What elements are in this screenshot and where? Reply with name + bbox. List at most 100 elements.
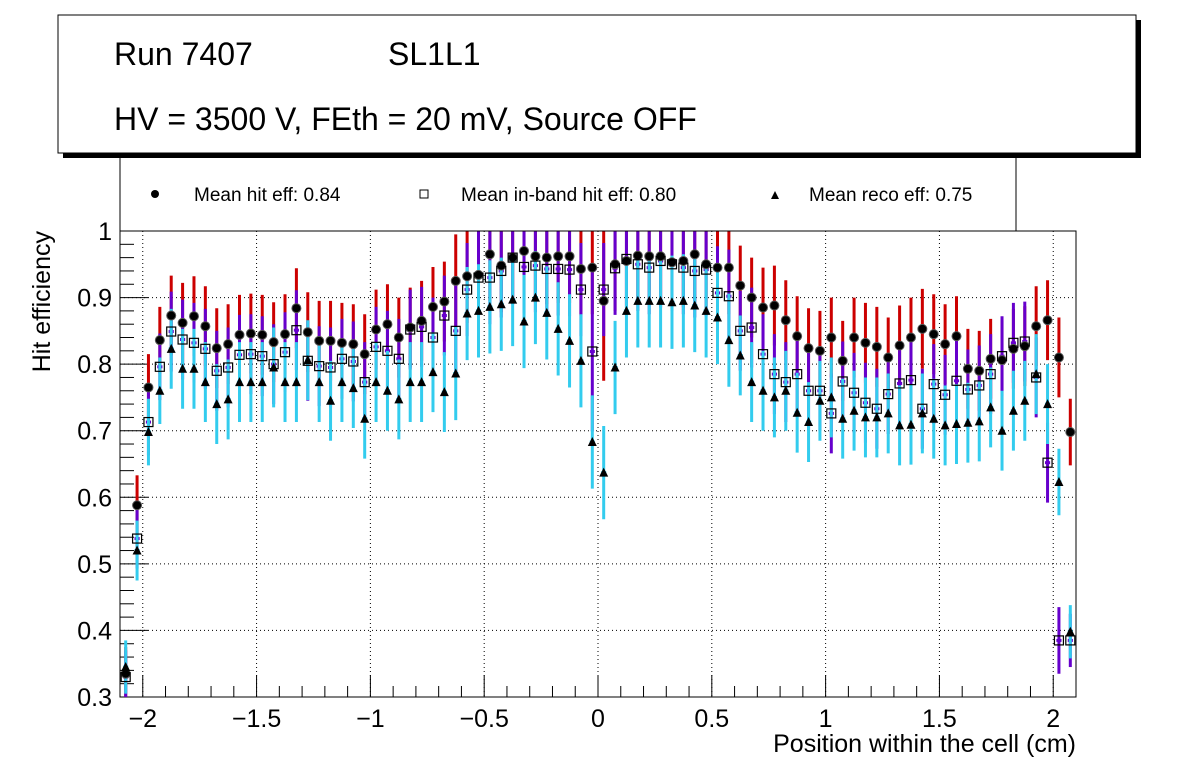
- y-tick-label: 0.8: [77, 351, 112, 379]
- hit-eff-point: [632, 250, 643, 261]
- hit-eff-point: [712, 262, 723, 273]
- inband-eff-point: [234, 349, 245, 360]
- hit-eff-point: [257, 329, 268, 340]
- reco-eff-point: [496, 299, 506, 309]
- hit-eff-point: [280, 329, 291, 340]
- reco-eff-point: [1043, 399, 1053, 409]
- inband-eff-point: [393, 353, 404, 364]
- hit-eff-point: [132, 500, 143, 511]
- inband-eff-point: [666, 259, 678, 270]
- y-tick-label: 0.4: [77, 617, 112, 645]
- y-tick-label: 1: [98, 218, 112, 246]
- reco-eff-point: [758, 385, 768, 395]
- reco-eff-point: [952, 419, 961, 429]
- hit-eff-point: [177, 317, 188, 328]
- hit-eff-point: [382, 319, 393, 330]
- reco-eff-point: [747, 377, 757, 387]
- inband-eff-point: [940, 389, 951, 400]
- reco-eff-point: [701, 305, 711, 315]
- hit-eff-point: [245, 328, 256, 339]
- inband-eff-point: [336, 353, 348, 364]
- reco-eff-point: [986, 402, 996, 412]
- inband-eff-point: [826, 408, 837, 419]
- inband-eff-point: [1019, 336, 1030, 347]
- hit-eff-point: [928, 329, 939, 340]
- inband-eff-point: [575, 284, 587, 295]
- hit-eff-point: [940, 339, 951, 350]
- hit-eff-point: [507, 252, 518, 263]
- inband-eff-point: [757, 349, 769, 360]
- reco-eff-point: [530, 292, 540, 302]
- reco-eff-point: [678, 295, 688, 305]
- reco-eff-point: [1008, 405, 1018, 415]
- hit-eff-point: [188, 311, 199, 322]
- reco-eff-point: [348, 383, 358, 393]
- hit-eff-point: [405, 322, 416, 333]
- reco-eff-point: [382, 385, 392, 395]
- inband-eff-point: [564, 264, 575, 275]
- x-tick-label: −1.5: [232, 705, 281, 733]
- inband-eff-point: [245, 349, 256, 360]
- hit-eff-point: [154, 335, 165, 346]
- inband-eff-point: [257, 351, 268, 362]
- hit-eff-point: [530, 251, 541, 262]
- inband-eff-point: [1065, 635, 1076, 646]
- hit-eff-point: [473, 269, 484, 280]
- inband-eff-point: [211, 365, 222, 376]
- reco-eff-point: [872, 412, 882, 422]
- hit-eff-point: [678, 255, 689, 266]
- hit-eff-point: [359, 349, 370, 360]
- hit-eff-point: [564, 251, 575, 262]
- reco-eff-point: [974, 416, 984, 426]
- inband-eff-point: [598, 284, 609, 295]
- reco-eff-point: [519, 316, 529, 326]
- hit-eff-point: [553, 251, 564, 262]
- inband-eff-point: [143, 416, 154, 428]
- inband-eff-point: [177, 334, 188, 345]
- reco-eff-point: [792, 407, 802, 417]
- inband-eff-point: [359, 377, 370, 388]
- y-tick-label: 0.3: [77, 684, 112, 712]
- reco-eff-point: [1054, 476, 1064, 486]
- hit-eff-point: [735, 280, 746, 291]
- reco-eff-point: [417, 377, 427, 387]
- inband-eff-point: [644, 262, 655, 273]
- reco-eff-point: [599, 467, 609, 477]
- hit-eff-point: [1053, 352, 1064, 363]
- reco-eff-point: [929, 413, 939, 423]
- reco-eff-point: [587, 437, 597, 447]
- run-label: Run 7407: [114, 36, 253, 72]
- legend-square-icon: [419, 189, 429, 199]
- hit-eff-point: [1031, 321, 1042, 332]
- hit-eff-point: [917, 323, 928, 334]
- inband-eff-point: [188, 337, 200, 348]
- reco-eff-point: [781, 385, 791, 395]
- reco-eff-point: [405, 377, 415, 387]
- reco-eff-point: [223, 394, 233, 404]
- reco-eff-point: [542, 307, 552, 317]
- inband-eff-point: [587, 346, 598, 357]
- axis-ticks: [119, 230, 1077, 698]
- hit-eff-point: [200, 321, 211, 332]
- reco-eff-point: [1065, 626, 1075, 636]
- inband-eff-point: [962, 384, 973, 395]
- reco-eff-point: [769, 392, 779, 402]
- inband-eff-point: [996, 351, 1008, 362]
- inband-eff-point: [484, 272, 495, 283]
- hit-eff-point: [894, 340, 905, 351]
- reco-eff-point: [337, 377, 347, 387]
- hit-eff-point: [166, 310, 177, 321]
- legend-circle-icon: [151, 190, 159, 198]
- inband-eff-point: [541, 263, 552, 275]
- reco-eff-point: [849, 405, 859, 415]
- inband-eff-point: [735, 325, 746, 336]
- reco-eff-point: [667, 297, 677, 307]
- inband-eff-point: [905, 375, 917, 386]
- reco-eff-point: [212, 399, 222, 409]
- inband-eff-point: [689, 265, 700, 277]
- inband-eff-point: [1042, 457, 1053, 468]
- hit-eff-point: [644, 251, 655, 262]
- y-tick-label: 0.9: [77, 285, 112, 313]
- hit-eff-point: [814, 345, 825, 356]
